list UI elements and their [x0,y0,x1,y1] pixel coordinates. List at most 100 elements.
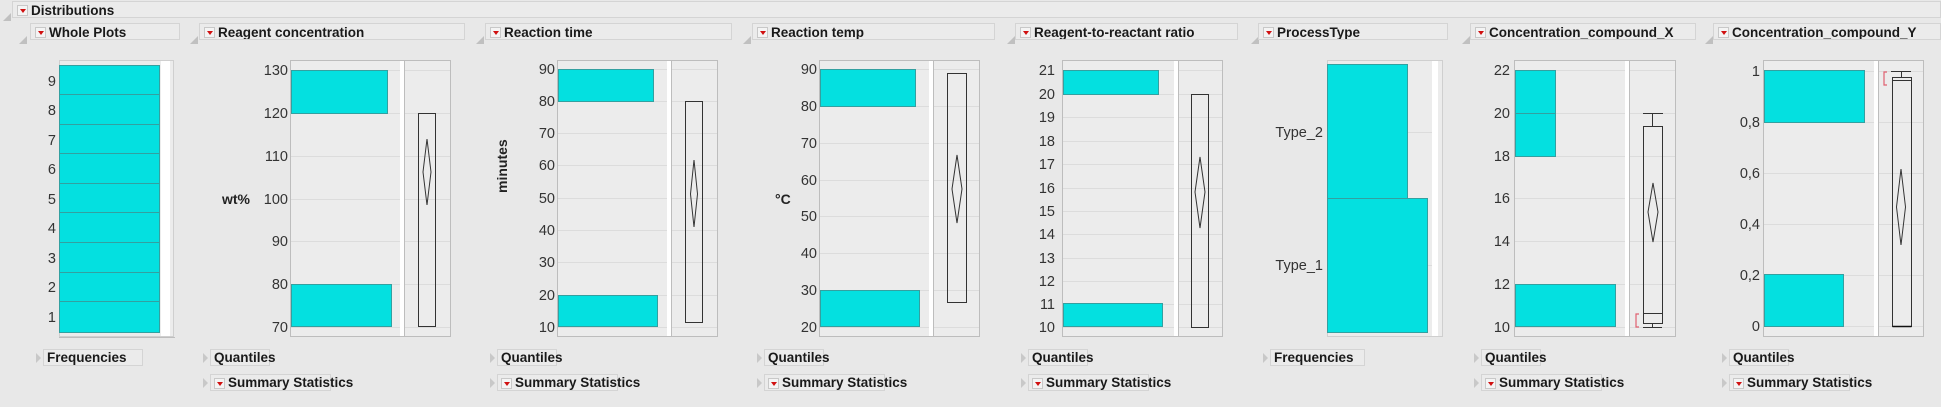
red-triangle-menu-icon[interactable] [1263,26,1274,38]
panel-header-whole-plots[interactable]: Whole Plots [30,23,180,40]
summary-statistics-outline[interactable]: Summary Statistics [210,374,353,391]
summary-statistics-outline[interactable]: Summary Statistics [1729,374,1872,391]
quantiles-outline[interactable]: Quantiles [1028,349,1094,366]
quantiles-disclosure-icon[interactable] [203,353,208,363]
quantiles-disclosure-icon[interactable] [757,353,762,363]
red-triangle-menu-icon[interactable] [17,4,28,16]
panel-header-process-type[interactable]: ProcessType [1258,23,1448,40]
whole-plot-bar-2[interactable] [59,272,160,302]
outlier-box-plot[interactable] [1879,61,1925,337]
quantiles-outline[interactable]: Quantiles [210,349,276,366]
whole-plot-bar-6[interactable] [59,153,160,184]
histogram-bar[interactable] [1515,113,1556,157]
panel-disclosure-icon[interactable] [476,29,484,48]
red-triangle-menu-icon[interactable] [501,377,512,389]
tick-label: 120 [263,106,288,122]
frequencies-outline-process-type[interactable]: Frequencies [1270,349,1365,366]
panel-disclosure-icon[interactable] [1007,29,1015,48]
whole-plot-bar-5[interactable] [59,183,160,213]
tick-label: 30 [538,255,555,271]
panel-disclosure-icon[interactable] [1705,29,1713,48]
quantiles-outline[interactable]: Quantiles [1481,349,1547,366]
panel-disclosure-icon[interactable] [1462,29,1470,48]
histogram-bar[interactable] [558,295,658,327]
distributions-disclosure-icon[interactable] [3,6,11,25]
histogram-bar[interactable] [820,290,920,327]
shortest-half-bracket [1883,71,1887,86]
tick-label: 2 [47,280,56,296]
whole-plot-bar-9[interactable] [59,65,160,95]
histogram-bar[interactable] [1515,284,1616,327]
histogram-bar[interactable] [1515,70,1556,114]
quantiles-disclosure-icon[interactable] [1474,353,1479,363]
histogram-bar[interactable] [1764,70,1865,123]
quantiles-outline[interactable]: Quantiles [1729,349,1795,366]
whole-plot-bar-4[interactable] [59,212,160,243]
panel-disclosure-icon[interactable] [1251,29,1259,48]
red-triangle-menu-icon[interactable] [1733,377,1744,389]
panel-header-concentration-compound-x[interactable]: Concentration_compound_X [1470,23,1696,40]
quantiles-disclosure-icon[interactable] [1021,353,1026,363]
histogram-bar[interactable] [291,284,392,327]
summary-statistics-outline[interactable]: Summary Statistics [1481,374,1624,391]
tick-label: 15 [1038,204,1055,220]
summary-statistics-outline[interactable]: Summary Statistics [1028,374,1171,391]
frequencies-outline-whole-plots[interactable]: Frequencies [43,349,143,366]
panel-header-reagent-concentration[interactable]: Reagent concentration [199,23,465,40]
red-triangle-menu-icon[interactable] [1475,26,1486,38]
tick-label: 40 [538,223,555,239]
quantiles-disclosure-icon[interactable] [490,353,495,363]
red-triangle-menu-icon[interactable] [1020,26,1031,38]
frequencies-disclosure-icon[interactable] [1263,353,1268,363]
red-triangle-menu-icon[interactable] [490,26,501,38]
panel-disclosure-icon[interactable] [190,29,198,48]
red-triangle-menu-icon[interactable] [35,26,46,38]
quantiles-outline[interactable]: Quantiles [497,349,563,366]
summary-statistics-outline[interactable]: Summary Statistics [764,374,907,391]
whole-plot-bar-7[interactable] [59,124,160,154]
quantiles-disclosure-icon[interactable] [1722,353,1727,363]
red-triangle-menu-icon[interactable] [1485,377,1496,389]
panel-header-reaction-time[interactable]: Reaction time [485,23,732,40]
summary-statistics-disclosure-icon[interactable] [490,378,495,388]
histogram-bar[interactable] [820,69,916,107]
tick-label: 0 [1751,319,1760,335]
quantiles-outline[interactable]: Quantiles [764,349,830,366]
summary-statistics-disclosure-icon[interactable] [757,378,762,388]
histogram-bar[interactable] [1764,274,1844,327]
outlier-box-plot[interactable] [1630,61,1676,337]
tick-label: 8 [47,103,56,119]
frequencies-disclosure-icon[interactable] [36,353,41,363]
red-triangle-menu-icon[interactable] [214,377,225,389]
panel-header-reagent-to-reactant-ratio[interactable]: Reagent-to-reactant ratio [1015,23,1238,40]
panel-disclosure-icon[interactable] [743,29,751,48]
panel-header-concentration-compound-y[interactable]: Concentration_compound_Y [1713,23,1941,40]
summary-statistics-disclosure-icon[interactable] [1722,378,1727,388]
outlier-box-plot[interactable] [934,61,980,337]
histogram-bar[interactable] [1063,70,1159,95]
whole-plot-bar-3[interactable] [59,242,160,273]
summary-statistics-disclosure-icon[interactable] [203,378,208,388]
histogram-bar[interactable] [1063,303,1163,327]
panel-disclosure-icon[interactable] [19,29,27,48]
whole-plot-bar-8[interactable] [59,94,160,125]
category-bar-type-1[interactable] [1327,198,1428,333]
red-triangle-menu-icon[interactable] [1032,377,1043,389]
whole-plot-bar-1[interactable] [59,301,160,333]
red-triangle-menu-icon[interactable] [768,377,779,389]
distributions-header[interactable]: Distributions [12,1,1941,18]
red-triangle-menu-icon[interactable] [204,26,215,38]
summary-statistics-disclosure-icon[interactable] [1021,378,1026,388]
summary-statistics-disclosure-icon[interactable] [1474,378,1479,388]
summary-statistics-outline[interactable]: Summary Statistics [497,374,640,391]
panel-header-reaction-temp[interactable]: Reaction temp [752,23,995,40]
outlier-box-plot[interactable] [1179,61,1223,337]
outlier-box-plot[interactable] [672,61,718,337]
category-bar-type-2[interactable] [1327,64,1408,199]
tick-label: 12 [1493,277,1510,293]
red-triangle-menu-icon[interactable] [757,26,768,38]
outlier-box-plot[interactable] [405,61,451,337]
histogram-bar[interactable] [291,70,388,114]
red-triangle-menu-icon[interactable] [1718,26,1729,38]
histogram-bar[interactable] [558,69,654,102]
